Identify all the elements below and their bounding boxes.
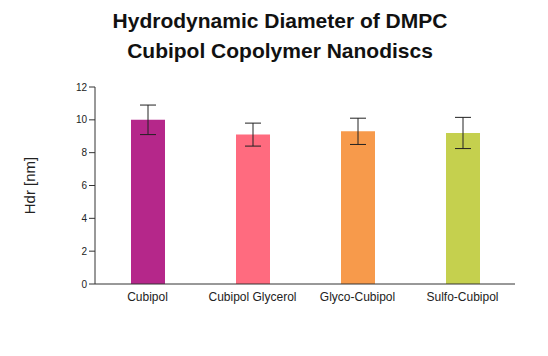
svg-text:6: 6 xyxy=(81,180,87,191)
html-text:Hydrodynamic Diameter of DMPC: Hydrodynamic Diameter of DMPC xyxy=(112,9,448,32)
svg-text:Glyco-Cubipol: Glyco-Cubipol xyxy=(320,290,395,304)
svg-text:10: 10 xyxy=(76,114,88,125)
svg-text:Hdr [nm]: Hdr [nm] xyxy=(21,157,38,215)
svg-text:0: 0 xyxy=(81,279,87,290)
svg-text:2: 2 xyxy=(81,246,87,257)
svg-text:8: 8 xyxy=(81,147,87,158)
html-text:Cubipol Copolymer Nanodiscs: Cubipol Copolymer Nanodiscs xyxy=(127,39,433,62)
svg-text:Cubipol Glycerol: Cubipol Glycerol xyxy=(208,290,296,304)
svg-text:12: 12 xyxy=(76,82,88,93)
svg-text:Sulfo-Cubipol: Sulfo-Cubipol xyxy=(426,290,498,304)
svg-text:Cubipol: Cubipol xyxy=(127,290,168,304)
svg-text:4: 4 xyxy=(81,213,87,224)
